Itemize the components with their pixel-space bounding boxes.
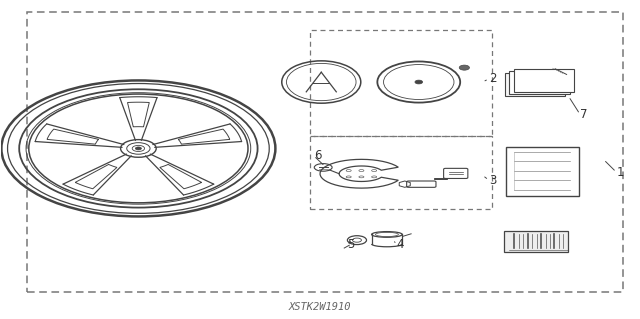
Text: 6: 6: [314, 149, 321, 162]
FancyBboxPatch shape: [509, 70, 570, 94]
Ellipse shape: [460, 65, 469, 70]
FancyBboxPatch shape: [506, 147, 579, 196]
Text: 4: 4: [396, 238, 404, 251]
Text: 2: 2: [489, 72, 497, 85]
Text: 3: 3: [489, 174, 496, 187]
Text: 7: 7: [580, 108, 588, 121]
Bar: [310, 30, 492, 136]
Ellipse shape: [415, 80, 422, 84]
Ellipse shape: [136, 147, 141, 150]
FancyBboxPatch shape: [514, 69, 574, 93]
Bar: [27, 12, 623, 292]
Text: 5: 5: [347, 238, 354, 251]
FancyBboxPatch shape: [504, 231, 568, 252]
Text: XSTK2W1910: XSTK2W1910: [289, 302, 351, 313]
Bar: [310, 136, 492, 209]
FancyBboxPatch shape: [505, 72, 565, 96]
Text: 1: 1: [616, 166, 624, 179]
